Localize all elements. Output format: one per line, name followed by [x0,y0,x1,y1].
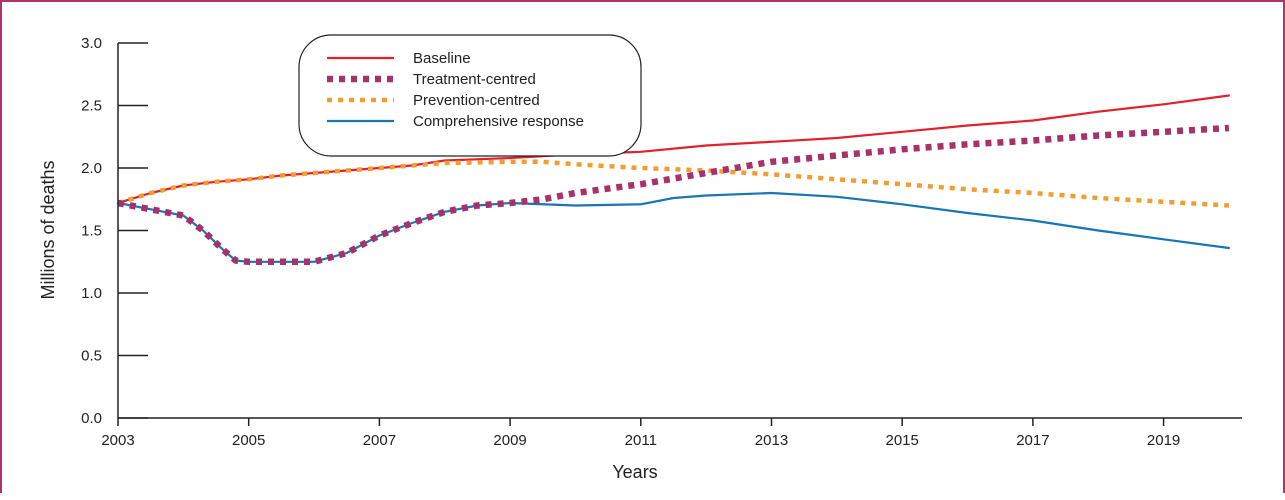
plot-lines [116,94,1231,266]
x-tick-label: 2017 [1016,432,1049,449]
x-tick-label: 2003 [101,432,134,449]
x-tick-label: 2005 [232,432,265,449]
legend: Baseline Treatment-centred Prevention-cent… [298,34,642,157]
y-tick-label: 1.0 [81,285,102,302]
y-ticks: 0.0 0.5 1.0 1.5 2.0 2.5 3.0 [81,35,148,427]
x-tick-label: 2013 [755,432,788,449]
x-tick-label: 2007 [363,432,396,449]
legend-label: Comprehensive response [413,113,584,130]
y-tick-label: 2.5 [81,98,102,115]
legend-box [298,34,642,157]
x-tick-label: 2009 [493,432,526,449]
series-line-baseline [116,94,1231,205]
x-tick-label: 2019 [1147,432,1180,449]
x-ticks: 2003 2005 2007 2009 2011 2013 2015 2017 2019 [101,418,1180,449]
legend-label: Prevention-centred [413,92,540,109]
y-tick-label: 0.0 [81,410,102,427]
x-tick-label: 2011 [625,432,657,449]
series-line-prevention-centred [117,159,1230,208]
y-tick-label: 1.5 [81,223,102,240]
series-line-comprehensive-response [116,191,1231,263]
series-line-treatment-centred [117,124,1230,266]
x-axis-title: Years [612,462,657,482]
y-tick-label: 3.0 [81,35,102,52]
legend-label: Baseline [413,50,471,67]
y-tick-label: 0.5 [81,348,102,365]
axes [117,43,1242,419]
x-tick-label: 2015 [885,432,918,449]
y-tick-label: 2.0 [81,160,102,177]
legend-label: Treatment-centred [413,71,536,88]
y-axis-title: Millions of deaths [38,160,58,299]
